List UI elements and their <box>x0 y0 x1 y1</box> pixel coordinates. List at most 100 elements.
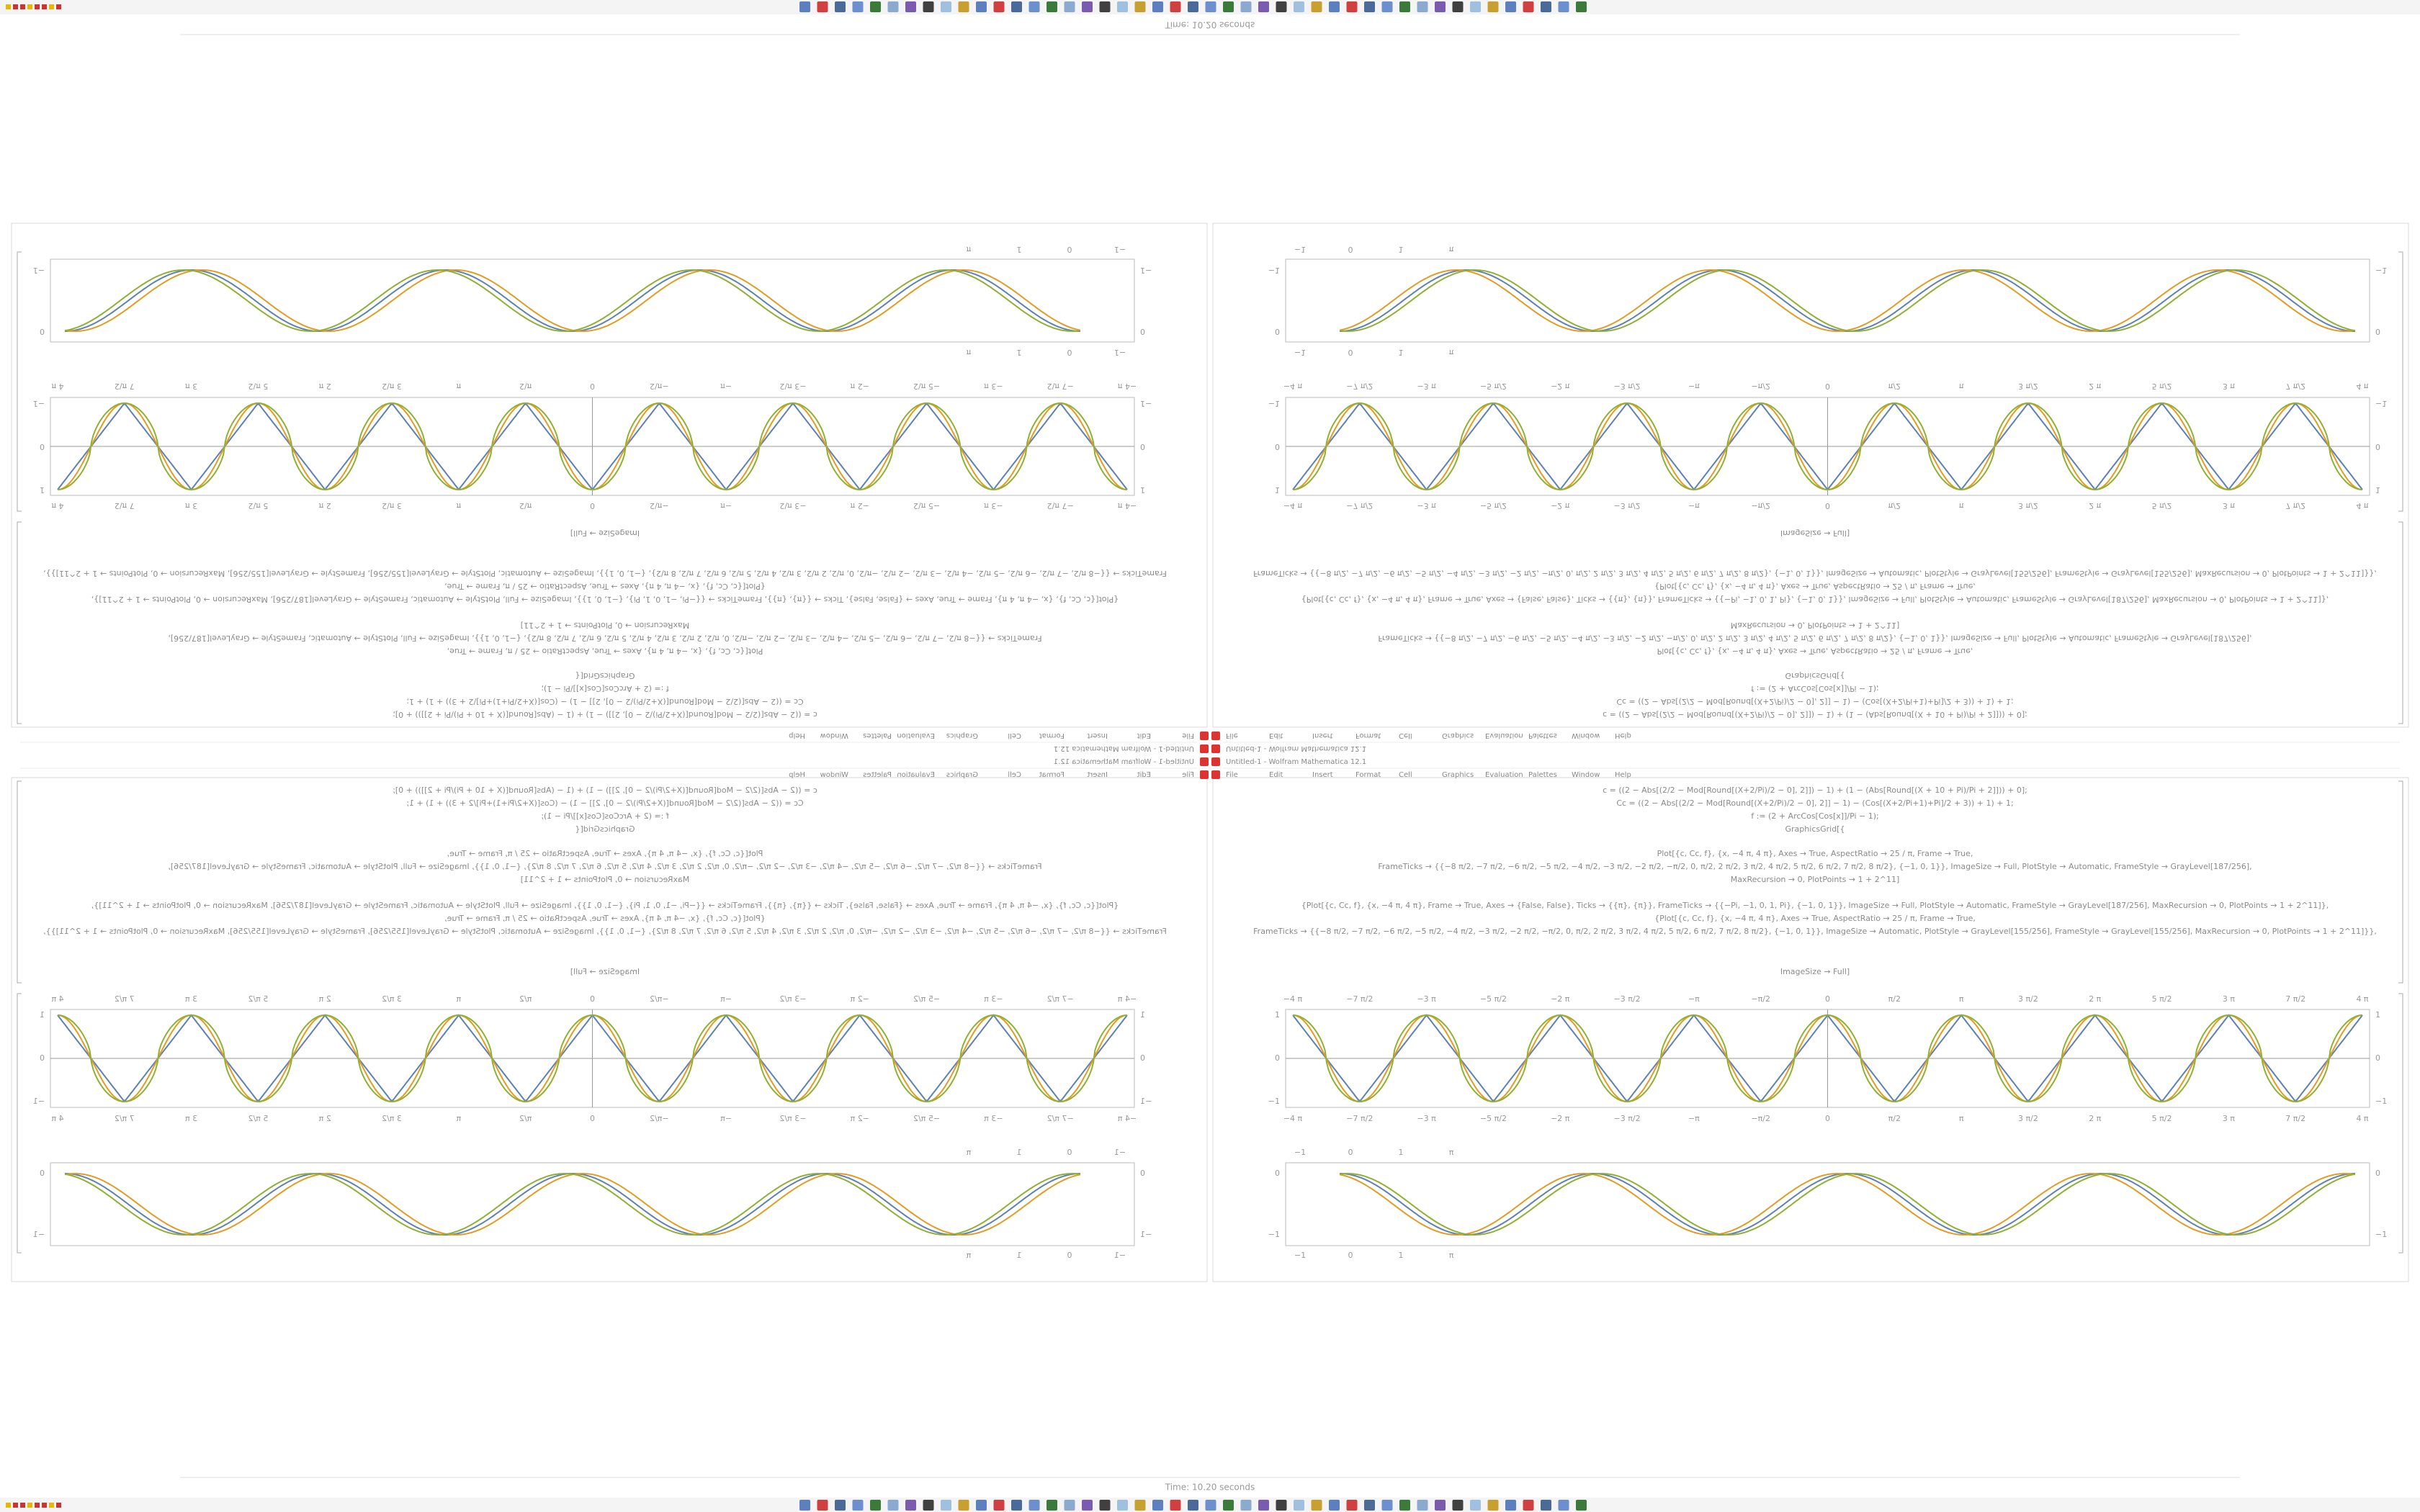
taskbar-icon[interactable] <box>941 1 951 12</box>
taskbar-icon[interactable] <box>1399 1 1410 12</box>
menu-item[interactable]: Graphics <box>1442 732 1474 739</box>
taskbar-icon[interactable] <box>1541 1500 1551 1511</box>
taskbar-icon[interactable] <box>1435 1 1446 12</box>
taskbar-icon[interactable] <box>1028 1500 1040 1511</box>
taskbar-icon[interactable] <box>993 1500 1005 1511</box>
taskbar-icon[interactable] <box>1258 1 1269 12</box>
taskbar-icon[interactable] <box>1381 1 1393 12</box>
taskbar-icon[interactable] <box>1152 1 1163 12</box>
taskbar-icon[interactable] <box>1117 1500 1128 1511</box>
close-button[interactable] <box>1200 757 1209 766</box>
taskbar-icon[interactable] <box>958 1500 969 1511</box>
menu-item[interactable]: File <box>1182 771 1194 779</box>
taskbar-icon[interactable] <box>1294 1 1304 12</box>
taskbar-icon[interactable] <box>1294 1500 1304 1511</box>
taskbar-icon[interactable] <box>1188 1 1198 12</box>
taskbar-icon[interactable] <box>1064 1500 1075 1511</box>
taskbar-icon[interactable] <box>1417 1500 1428 1511</box>
taskbar-icon[interactable] <box>1223 1500 1234 1511</box>
menu-item[interactable]: Format <box>1355 771 1381 779</box>
taskbar-icon[interactable] <box>870 1 881 12</box>
menu-item[interactable]: Help <box>789 732 805 739</box>
taskbar-icon[interactable] <box>1223 1 1234 12</box>
taskbar-icon[interactable] <box>1099 1 1111 12</box>
taskbar-icon[interactable] <box>799 1 810 12</box>
menu-item[interactable]: Edit <box>1137 732 1151 739</box>
taskbar-icon[interactable] <box>1417 1 1428 12</box>
taskbar-icon[interactable] <box>1170 1 1181 12</box>
taskbar-icon[interactable] <box>1170 1500 1181 1511</box>
menu-item[interactable]: Window <box>820 732 848 739</box>
menu-item[interactable]: Cell <box>1399 771 1412 779</box>
menu-item[interactable]: Palettes <box>863 771 892 779</box>
taskbar-icon[interactable] <box>852 1500 864 1511</box>
taskbar-icon[interactable] <box>1276 1 1287 12</box>
taskbar-icon[interactable] <box>958 1 969 12</box>
taskbar-icon[interactable] <box>1487 1500 1499 1511</box>
close-button[interactable] <box>1211 744 1220 753</box>
taskbar-icon[interactable] <box>1011 1 1022 12</box>
taskbar-icon[interactable] <box>1576 1 1587 12</box>
taskbar-icon[interactable] <box>1470 1500 1481 1511</box>
taskbar-icon[interactable] <box>1276 1500 1287 1511</box>
menu-item[interactable]: Format <box>1355 732 1381 739</box>
menu-item[interactable]: Edit <box>1269 732 1283 739</box>
menu-item[interactable]: Window <box>820 771 848 779</box>
taskbar-icon[interactable] <box>1505 1500 1516 1511</box>
taskbar-icon[interactable] <box>941 1500 951 1511</box>
taskbar-icon[interactable] <box>1028 1 1040 12</box>
taskbar-icon[interactable] <box>1117 1 1128 12</box>
menu-item[interactable]: Evaluation <box>1485 771 1523 779</box>
taskbar-icon[interactable] <box>1329 1500 1340 1511</box>
taskbar-icon[interactable] <box>1311 1 1322 12</box>
taskbar-icon[interactable] <box>1558 1 1569 12</box>
taskbar-icon[interactable] <box>1082 1 1093 12</box>
menu-item[interactable]: Graphics <box>946 771 978 779</box>
menu-item[interactable]: Graphics <box>1442 771 1474 779</box>
menu-item[interactable]: Window <box>1572 732 1600 739</box>
menu-item[interactable]: Insert <box>1087 732 1108 739</box>
close-button[interactable] <box>1200 732 1209 740</box>
taskbar-icon[interactable] <box>817 1 828 12</box>
taskbar-icon[interactable] <box>1364 1 1375 12</box>
menu-item[interactable]: Cell <box>1399 732 1412 739</box>
menu-item[interactable]: Edit <box>1269 771 1283 779</box>
close-button[interactable] <box>1211 757 1220 766</box>
taskbar-icon[interactable] <box>1523 1500 1534 1511</box>
menu-item[interactable]: Edit <box>1137 771 1151 779</box>
taskbar-icon[interactable] <box>852 1 864 12</box>
taskbar-icon[interactable] <box>1311 1500 1322 1511</box>
menu-item[interactable]: Help <box>1615 732 1631 739</box>
taskbar-icon[interactable] <box>1576 1500 1587 1511</box>
taskbar-icon[interactable] <box>1381 1500 1393 1511</box>
menu-item[interactable]: Help <box>789 771 805 779</box>
taskbar-icon[interactable] <box>1523 1 1534 12</box>
taskbar-icon[interactable] <box>1329 1 1340 12</box>
taskbar-icon[interactable] <box>1047 1 1057 12</box>
taskbar-icon[interactable] <box>817 1500 828 1511</box>
menu-item[interactable]: Graphics <box>946 732 978 739</box>
menu-item[interactable]: Insert <box>1087 771 1108 779</box>
taskbar-icon[interactable] <box>1452 1500 1464 1511</box>
menu-item[interactable]: Palettes <box>1528 732 1557 739</box>
taskbar-icon[interactable] <box>1134 1 1146 12</box>
taskbar-icon[interactable] <box>835 1 846 12</box>
close-button[interactable] <box>1211 732 1220 740</box>
taskbar-icon[interactable] <box>1205 1 1216 12</box>
taskbar-icon[interactable] <box>870 1500 881 1511</box>
taskbar-icon[interactable] <box>905 1500 916 1511</box>
menu-item[interactable]: File <box>1226 732 1238 739</box>
menu-item[interactable]: Evaluation <box>1485 732 1523 739</box>
menu-item[interactable]: Cell <box>1008 771 1021 779</box>
menu-item[interactable]: Format <box>1039 771 1065 779</box>
taskbar-icon[interactable] <box>799 1500 810 1511</box>
taskbar-icon[interactable] <box>976 1500 987 1511</box>
menu-item[interactable]: File <box>1226 771 1238 779</box>
menu-item[interactable]: Evaluation <box>897 732 935 739</box>
close-button[interactable] <box>1200 744 1209 753</box>
taskbar-icon[interactable] <box>1452 1 1464 12</box>
taskbar-icon[interactable] <box>923 1 934 12</box>
taskbar-icon[interactable] <box>1364 1500 1375 1511</box>
taskbar-icon[interactable] <box>1240 1500 1252 1511</box>
taskbar-icon[interactable] <box>1240 1 1252 12</box>
